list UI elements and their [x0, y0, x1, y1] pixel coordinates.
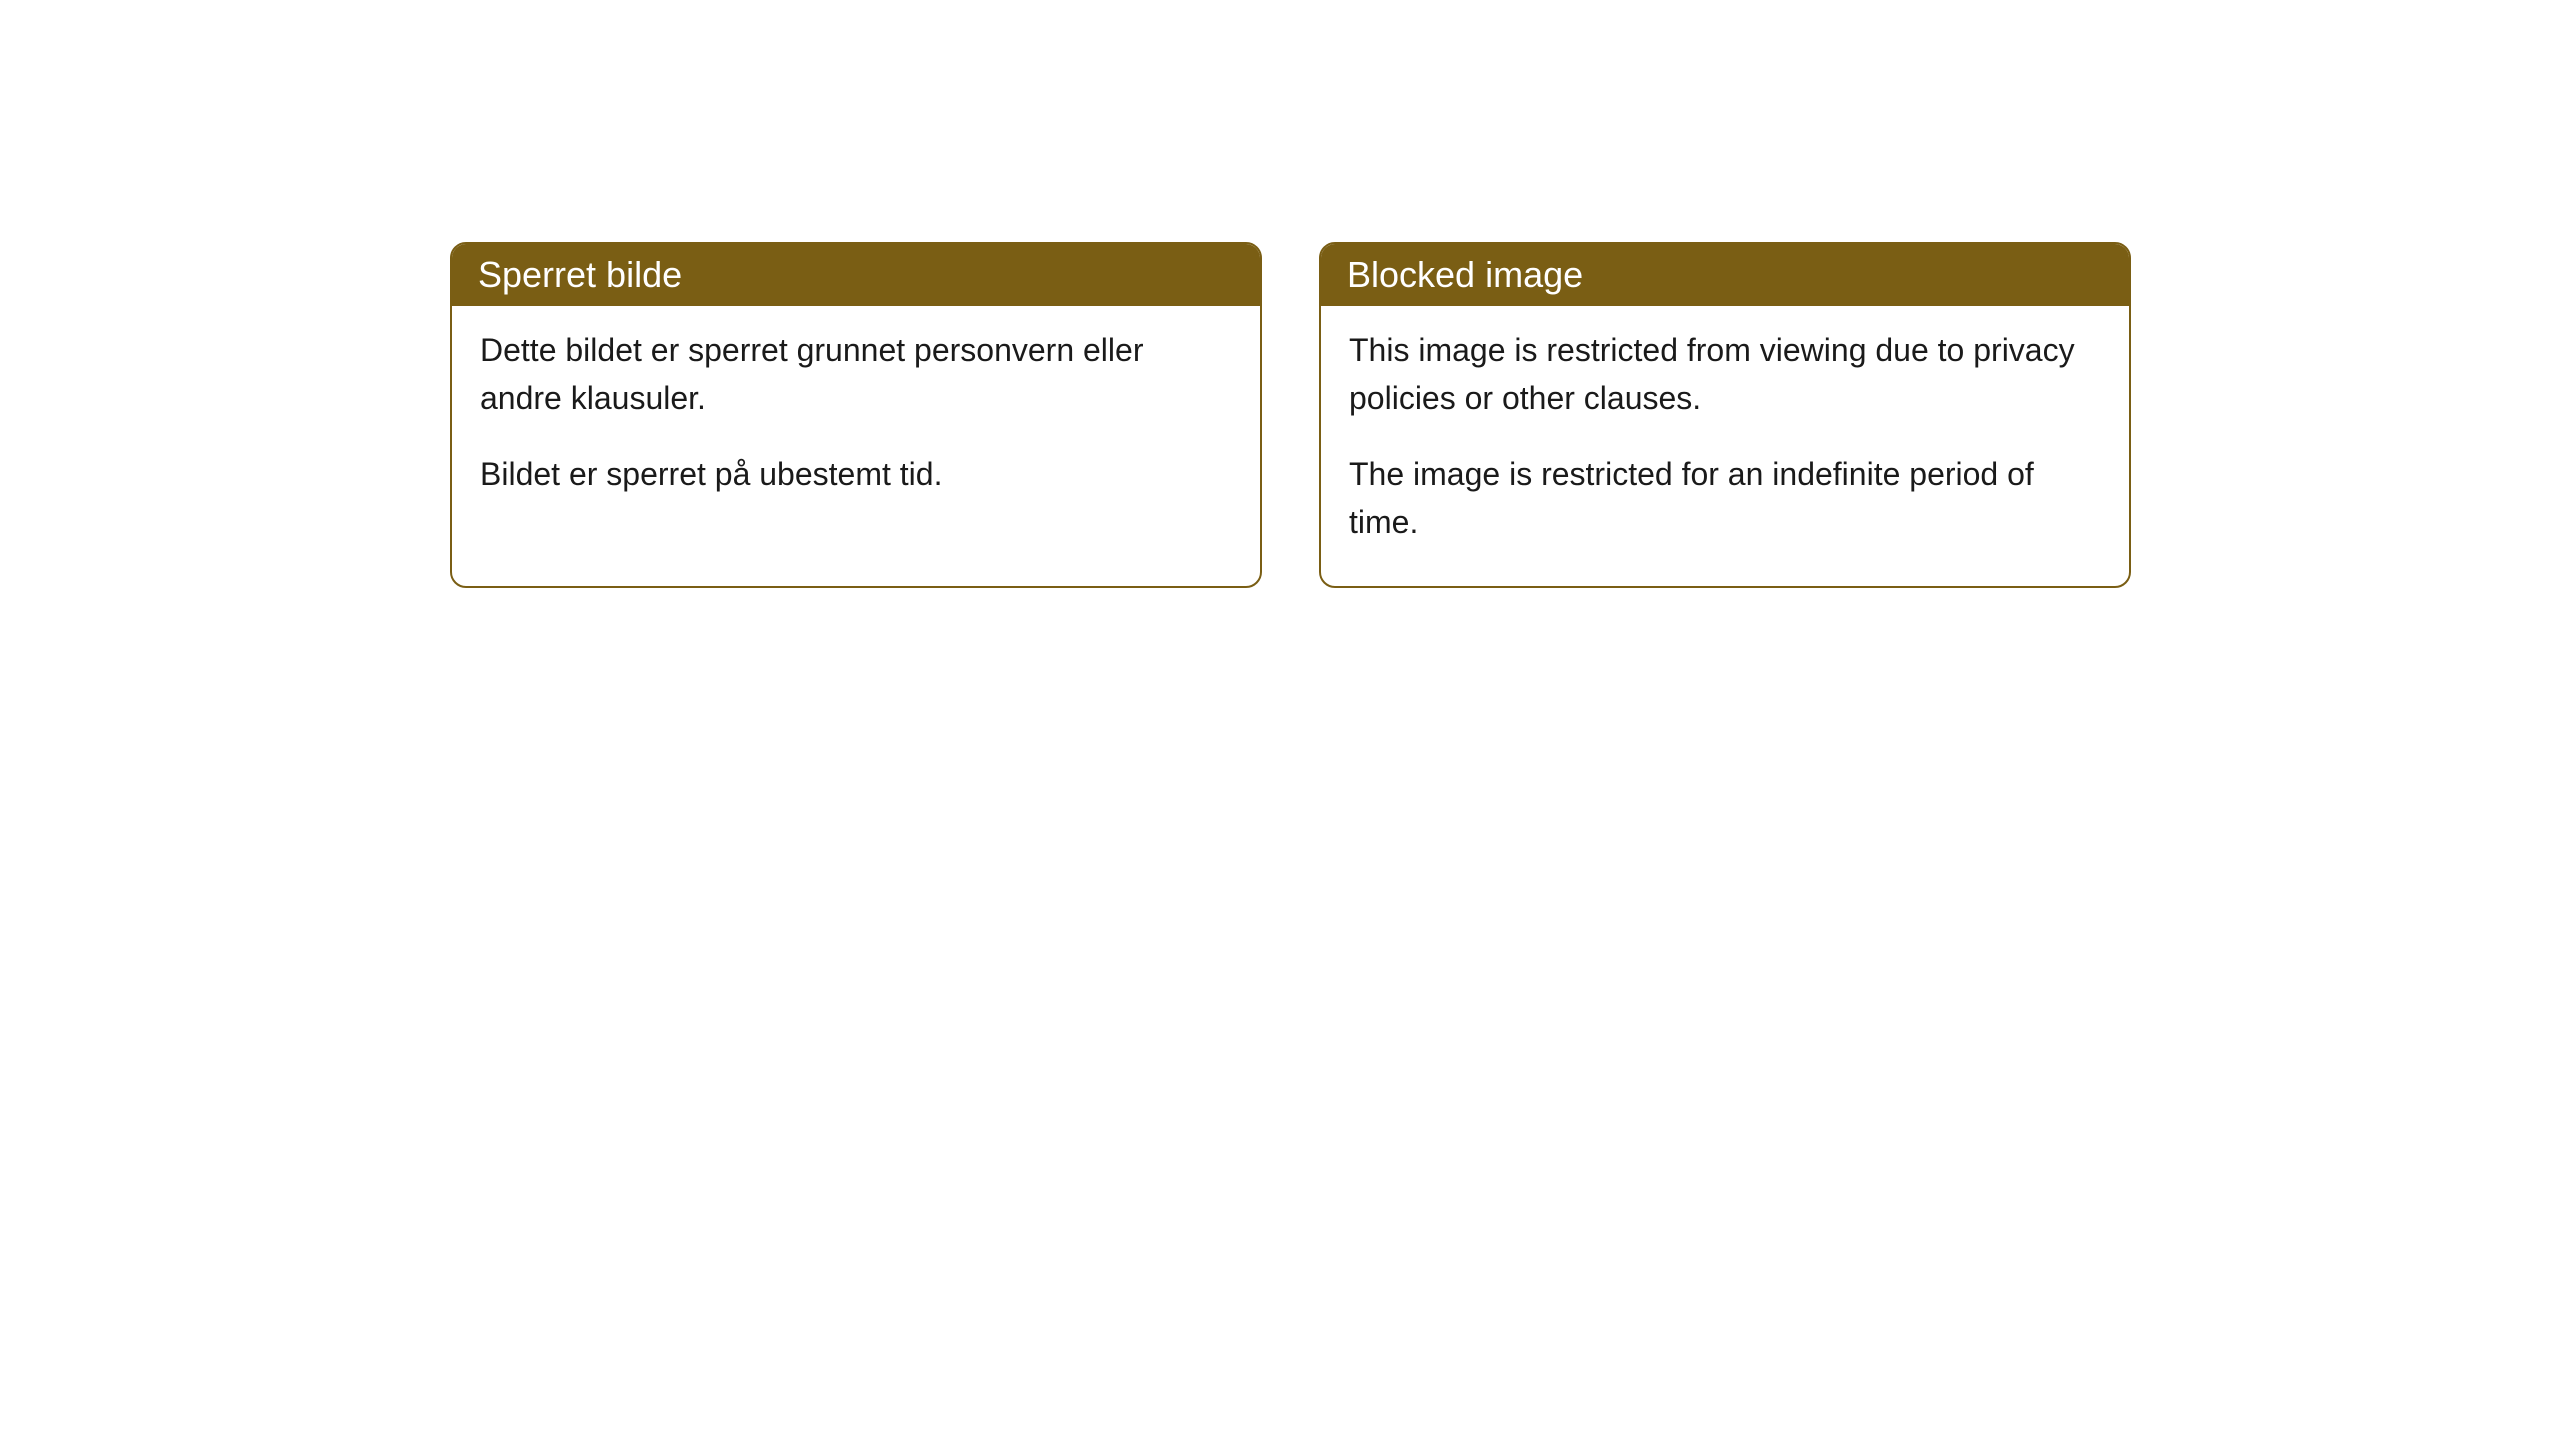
card-body: Dette bildet er sperret grunnet personve… — [452, 306, 1260, 538]
card-body: This image is restricted from viewing du… — [1321, 306, 2129, 586]
card-paragraph: Bildet er sperret på ubestemt tid. — [480, 450, 1232, 498]
card-header: Sperret bilde — [452, 244, 1260, 306]
card-title: Sperret bilde — [478, 254, 682, 295]
notice-cards-container: Sperret bilde Dette bildet er sperret gr… — [450, 242, 2560, 588]
notice-card-norwegian: Sperret bilde Dette bildet er sperret gr… — [450, 242, 1262, 588]
card-header: Blocked image — [1321, 244, 2129, 306]
card-paragraph: The image is restricted for an indefinit… — [1349, 450, 2101, 546]
card-paragraph: Dette bildet er sperret grunnet personve… — [480, 326, 1232, 422]
card-title: Blocked image — [1347, 254, 1583, 295]
card-paragraph: This image is restricted from viewing du… — [1349, 326, 2101, 422]
notice-card-english: Blocked image This image is restricted f… — [1319, 242, 2131, 588]
